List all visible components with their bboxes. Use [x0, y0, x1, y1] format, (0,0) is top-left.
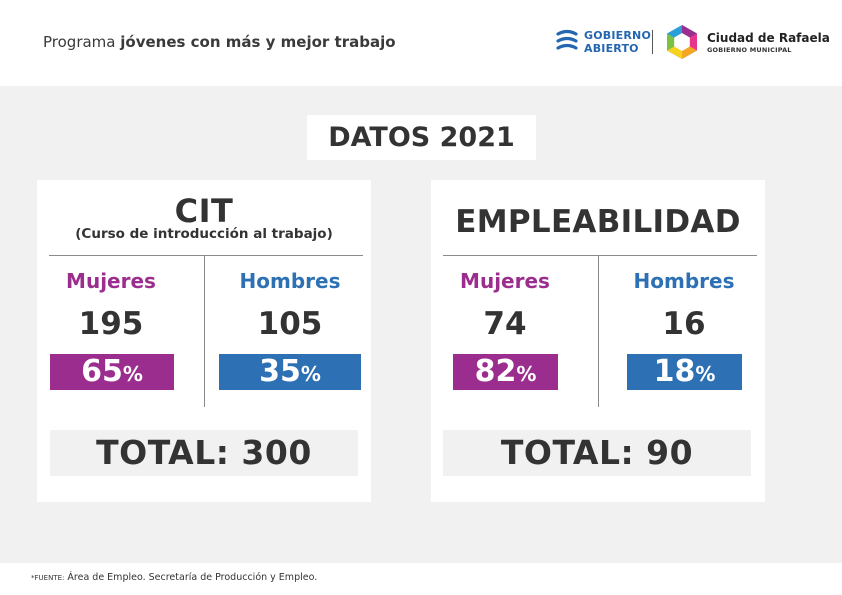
empleabilidad-card: EMPLEABILIDAD Mujeres 74 Hombres 16 82% …: [431, 180, 765, 502]
empleabilidad-women-label: Mujeres: [460, 269, 550, 293]
empleabilidad-title: EMPLEABILIDAD: [455, 204, 741, 240]
cit-men-label: Hombres: [239, 269, 341, 293]
header: Programa jóvenes con más y mejor trabajo…: [0, 0, 842, 86]
empleabilidad-men-percent: 18: [653, 354, 696, 389]
cit-women-percent-badge: 65%: [50, 354, 174, 390]
empleabilidad-women-count: 74: [483, 306, 527, 342]
cit-card: CIT (Curso de introducción al trabajo) M…: [37, 180, 371, 502]
empleabilidad-total: TOTAL: 90: [443, 430, 751, 476]
cit-women-label: Mujeres: [66, 269, 156, 293]
percent-sign: %: [122, 362, 143, 386]
ciudad-de-rafaela-logo: Ciudad de Rafaela GOBIERNO MUNICIPAL: [664, 24, 830, 60]
empleabilidad-men-percent-badge: 18%: [627, 354, 742, 390]
main-panel: DATOS 2021 CIT (Curso de introducción al…: [0, 86, 842, 563]
cit-women-percent: 65: [81, 354, 123, 389]
cit-subtitle: (Curso de introducción al trabajo): [75, 226, 333, 242]
program-title: Programa jóvenes con más y mejor trabajo: [43, 33, 396, 51]
cit-women-count: 195: [78, 306, 144, 342]
percent-sign: %: [516, 362, 537, 386]
cit-men-count: 105: [257, 306, 323, 342]
empleabilidad-women-column: Mujeres 74: [435, 268, 575, 344]
empleabilidad-women-percent-badge: 82%: [453, 354, 558, 390]
datos-heading: DATOS 2021: [307, 115, 536, 160]
program-title-bold: jóvenes con más y mejor trabajo: [120, 33, 396, 51]
source-text: Área de Empleo. Secretaría de Producción…: [67, 572, 318, 583]
gobierno-abierto-logo: GOBIERNO ABIERTO: [556, 27, 656, 59]
empleabilidad-divider-horizontal: [443, 255, 757, 256]
cit-women-column: Mujeres 195: [41, 268, 181, 344]
gobierno-abierto-line2: ABIERTO: [584, 42, 639, 55]
footer: *FUENTE: Área de Empleo. Secretaría de P…: [0, 563, 842, 595]
cit-men-column: Hombres 105: [220, 268, 360, 344]
empleabilidad-men-count: 16: [662, 306, 706, 342]
empleabilidad-women-percent: 82: [474, 354, 517, 389]
empleabilidad-men-column: Hombres 16: [614, 268, 754, 344]
cit-men-percent-badge: 35%: [219, 354, 361, 390]
program-title-prefix: Programa: [43, 33, 116, 51]
gobierno-abierto-logo-icon: [556, 29, 578, 50]
cit-total: TOTAL: 300: [50, 430, 358, 476]
city-subtitle: GOBIERNO MUNICIPAL: [707, 46, 792, 54]
logo-separator: [652, 30, 653, 54]
source-key: *FUENTE:: [31, 574, 65, 582]
percent-sign: %: [695, 362, 716, 386]
gobierno-abierto-text: GOBIERNO ABIERTO: [584, 29, 651, 55]
source-note: *FUENTE: Área de Empleo. Secretaría de P…: [31, 572, 317, 583]
cit-divider-horizontal: [49, 255, 363, 256]
cit-title: CIT: [174, 192, 234, 230]
ciudad-de-rafaela-logo-icon: [667, 25, 697, 59]
empleabilidad-men-label: Hombres: [633, 269, 735, 293]
city-name: Ciudad de Rafaela: [707, 31, 830, 45]
cit-divider-vertical: [204, 255, 205, 407]
gobierno-abierto-line1: GOBIERNO: [584, 29, 651, 42]
percent-sign: %: [300, 362, 321, 386]
cit-men-percent: 35: [259, 354, 301, 389]
empleabilidad-divider-vertical: [598, 255, 599, 407]
